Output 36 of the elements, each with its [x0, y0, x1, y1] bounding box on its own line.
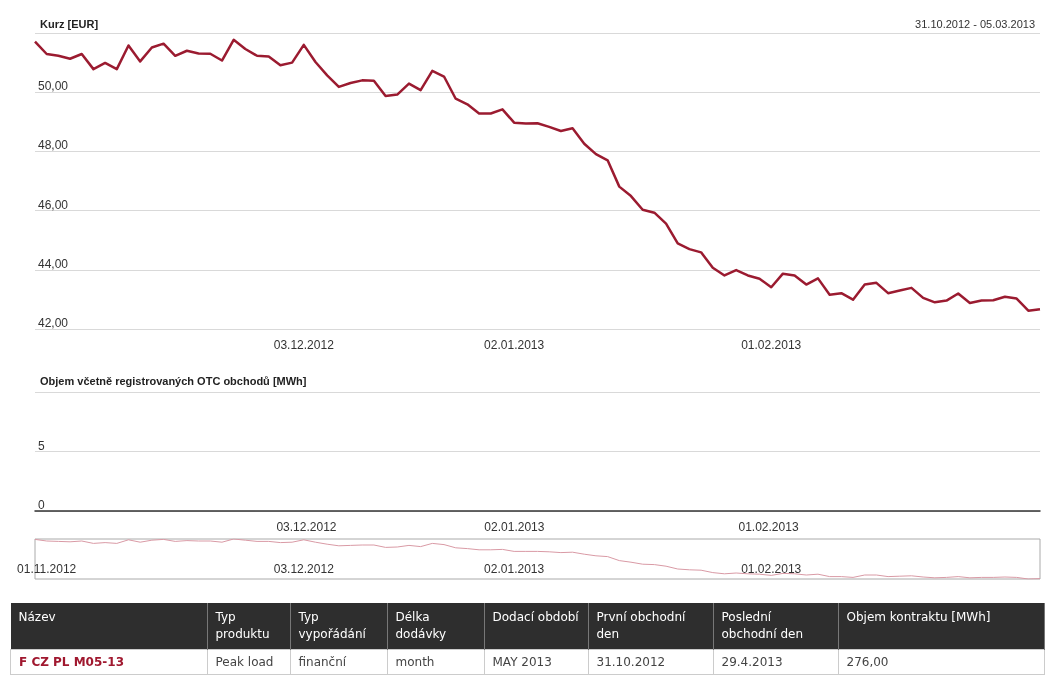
chart-title: Objem včetně registrovaných OTC obchodů [MWh] — [40, 374, 307, 387]
text: 31.10.2012 — [588, 649, 713, 675]
text: F CZ PL M05-13 — [10, 649, 207, 675]
category-label: Typ vypořádání — [290, 603, 387, 650]
text: month — [387, 649, 484, 675]
x-tick-label: 01.11.2012 — [17, 562, 77, 576]
y-tick-label: 0 — [38, 498, 45, 512]
y-tick-label: 50,00 — [38, 79, 69, 94]
x-tick-label: 03.12.2012 — [276, 520, 337, 534]
x-tick-label: 03.12.2012 — [273, 338, 335, 352]
x-tick-label: 03.12.2012 — [273, 562, 335, 576]
category-label: Poslední obchodní den — [713, 603, 838, 650]
y-tick-label: 5 — [38, 438, 45, 453]
category-label: První obchodní den — [588, 603, 713, 650]
text: Peak load — [207, 649, 290, 675]
y-tick-label: 46,00 — [38, 197, 69, 212]
x-tick-label: 01.02.2013 — [741, 562, 802, 576]
category-label: Dodací období — [484, 603, 588, 650]
y-tick-label: 44,00 — [38, 256, 69, 271]
text: 29.4.2013 — [713, 649, 838, 675]
category-label: Typ produktu — [207, 603, 290, 650]
category-label: Délka dodávky — [387, 603, 484, 650]
chart-subtitle: 31.10.2012 - 05.03.2013 — [915, 17, 1036, 30]
text: MAY 2013 — [484, 649, 588, 675]
x-tick-label: 02.01.2013 — [484, 520, 545, 534]
x-tick-label: 02.01.2013 — [484, 562, 545, 576]
y-tick-label: 42,00 — [38, 316, 69, 330]
text: 276,00 — [838, 649, 1045, 675]
category-label: Objem kontraktu [MWh] — [838, 603, 1045, 650]
text: finanční — [290, 649, 387, 675]
x-tick-label: 01.02.2013 — [738, 520, 799, 534]
chart-title: Kurz [EUR] — [40, 17, 99, 30]
y-tick-label: 48,00 — [38, 138, 69, 153]
category-label: Název — [10, 603, 207, 650]
x-tick-label: 01.02.2013 — [741, 338, 802, 352]
x-tick-label: 02.01.2013 — [484, 338, 545, 352]
